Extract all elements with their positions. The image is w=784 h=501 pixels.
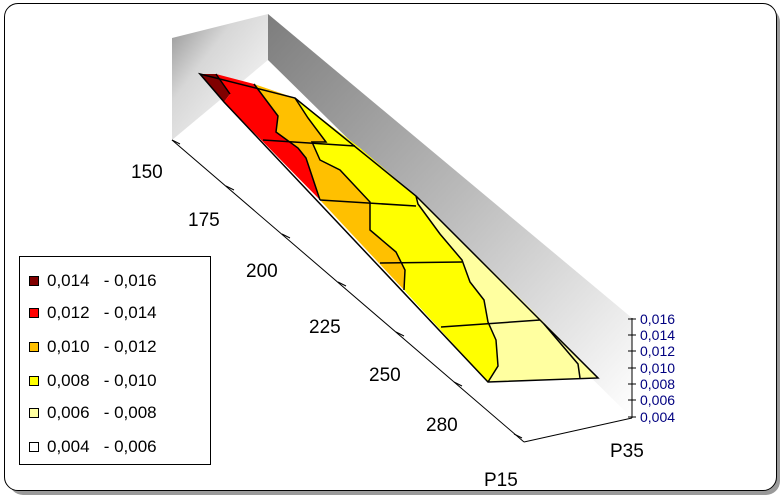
z-tick-label: 0,016 — [640, 311, 675, 327]
legend-swatch — [29, 308, 39, 318]
surface-regions — [200, 74, 598, 382]
legend-label: 0,012 - 0,014 — [47, 303, 157, 322]
grid-line-3 — [379, 261, 463, 264]
x-tick — [225, 185, 235, 191]
legend-item: 0,006 - 0,008 — [29, 403, 157, 423]
x-tick-label: 200 — [246, 261, 278, 282]
grid-line-4 — [440, 319, 541, 328]
region-012-014 — [216, 74, 320, 200]
x-axis — [171, 139, 525, 443]
y-axis-title: P35 — [610, 441, 644, 462]
legend-item: 0,010 - 0,012 — [29, 337, 157, 357]
x-tick — [453, 381, 463, 387]
legend-item: 0,014 - 0,016 — [29, 271, 157, 291]
z-axis — [628, 318, 636, 418]
z-tick-label: 0,004 — [640, 409, 675, 425]
x-tick — [513, 433, 523, 439]
contour-1 — [253, 83, 321, 201]
region-010-012 — [254, 84, 405, 290]
z-tick-label: 0,012 — [640, 343, 675, 359]
legend-item: 0,004 - 0,006 — [29, 437, 157, 457]
region-006-008-lower — [488, 322, 598, 382]
legend-swatch — [29, 442, 39, 452]
legend-swatch — [29, 376, 39, 386]
contour-2 — [294, 97, 406, 291]
surface-grid — [197, 72, 600, 383]
x-tick — [281, 233, 291, 239]
legend-label: 0,014 - 0,016 — [47, 271, 157, 290]
back-wall — [268, 14, 632, 418]
z-tick-label: 0,010 — [640, 360, 675, 376]
grid-line-1 — [262, 139, 356, 147]
x-tick-label: 150 — [131, 162, 163, 183]
contour-5 — [215, 73, 231, 95]
contour-3 — [415, 195, 499, 383]
region-008-010 — [295, 98, 498, 382]
x-tick-label: 250 — [369, 365, 401, 386]
x-tick — [337, 281, 347, 287]
legend-swatch — [29, 276, 39, 286]
x-axis-line — [171, 139, 525, 443]
grid-line-2 — [319, 199, 417, 207]
legend-swatch — [29, 342, 39, 352]
legend-label: 0,006 - 0,008 — [47, 403, 157, 422]
legend-item: 0,012 - 0,014 — [29, 303, 157, 323]
x-tick-label: 280 — [426, 415, 458, 436]
y-axis-line — [523, 417, 633, 443]
x-tick-label: 175 — [188, 210, 220, 231]
legend: 0,014 - 0,016 0,012 - 0,014 0,010 - 0,01… — [19, 256, 211, 465]
legend-label: 0,004 - 0,006 — [47, 437, 157, 456]
legend-label: 0,010 - 0,012 — [47, 337, 157, 356]
z-tick-label: 0,006 — [640, 392, 675, 408]
z-tick-label: 0,014 — [640, 327, 675, 343]
x-axis-title: P15 — [484, 470, 518, 491]
legend-item: 0,008 - 0,010 — [29, 371, 157, 391]
legend-swatch — [29, 408, 39, 418]
z-tick-label: 0,008 — [640, 376, 675, 392]
region-014-016 — [200, 74, 230, 102]
x-tick-label: 225 — [309, 317, 341, 338]
x-tick — [171, 139, 181, 145]
x-tick — [395, 331, 405, 337]
contour-4 — [543, 323, 581, 379]
legend-label: 0,008 - 0,010 — [47, 371, 157, 390]
